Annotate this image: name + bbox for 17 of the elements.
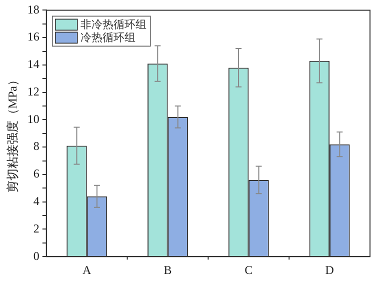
y-tick-label: 4 xyxy=(33,194,40,208)
y-tick-label: 8 xyxy=(33,139,40,154)
x-tick-label: A xyxy=(82,262,92,277)
legend-label: 非冷热循环组 xyxy=(80,18,146,32)
y-tick-label: 6 xyxy=(33,166,40,181)
y-tick-label: 12 xyxy=(27,84,40,98)
x-tick-label: C xyxy=(244,262,253,277)
y-tick-label: 18 xyxy=(27,2,40,16)
x-tick-label: B xyxy=(164,262,172,277)
y-axis-title: 剪切粘接强度（MPa） xyxy=(5,74,20,193)
y-tick-label: 14 xyxy=(27,57,40,72)
legend-label: 冷热循环组 xyxy=(80,32,136,44)
y-tick-label: 0 xyxy=(33,248,40,263)
y-tick-label: 16 xyxy=(27,30,40,44)
y-tick-label: 10 xyxy=(27,112,40,126)
x-tick-label: D xyxy=(325,262,334,277)
y-tick-label: 2 xyxy=(33,221,40,236)
